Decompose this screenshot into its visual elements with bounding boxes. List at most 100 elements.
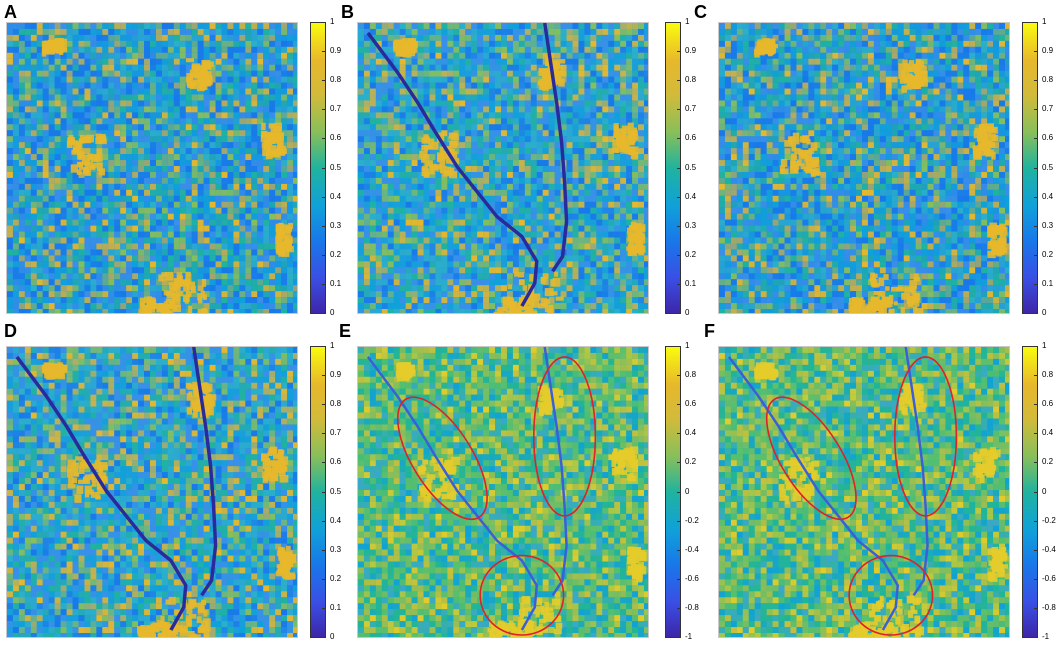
colorbar-tick-label: 0.8 xyxy=(330,399,342,409)
colorbar-tick-label: 0.3 xyxy=(330,544,342,554)
panel-label: C xyxy=(694,2,707,22)
colorbar-tick-mark xyxy=(1034,491,1037,493)
colorbar-tick-mark xyxy=(1034,520,1037,522)
map-image xyxy=(6,22,298,314)
colorbar-tick-label: -1 xyxy=(685,632,693,641)
colorbar-tick-mark xyxy=(1034,462,1037,464)
raster-map xyxy=(719,347,1009,637)
colorbar-tick-label: 0.9 xyxy=(330,46,342,56)
colorbar-tick-mark xyxy=(677,109,680,111)
colorbar-tick-mark xyxy=(677,22,680,23)
colorbar-tick-label: 0 xyxy=(330,308,335,317)
colorbar-tick-mark xyxy=(1034,637,1037,638)
colorbar-tick-mark xyxy=(322,404,325,406)
colorbar-tick-label: -0.2 xyxy=(1042,515,1056,525)
panel-a: A 1 0.9 0.8 0.7 0.6 0.5 0.4 0.3 0.2 0.1 0 xyxy=(0,0,353,324)
colorbar-tick-label: 0.6 xyxy=(330,133,342,143)
colorbar-tick-mark xyxy=(322,549,325,551)
colorbar-tick-mark xyxy=(677,520,680,522)
colorbar-tick-mark xyxy=(1034,375,1037,377)
panel-label: D xyxy=(4,321,17,341)
colorbar-tick-mark xyxy=(1034,109,1037,111)
colorbar-tick-label: 0 xyxy=(330,632,335,641)
raster-map xyxy=(7,347,297,637)
colorbar-tick-mark xyxy=(322,607,325,609)
colorbar-tick-label: 0.4 xyxy=(330,191,342,201)
colorbar-tick-mark xyxy=(322,375,325,377)
colorbar-tick-mark xyxy=(677,225,680,227)
colorbar-tick-label: 0.4 xyxy=(685,428,697,438)
colorbar-tick-label: -0.6 xyxy=(1042,573,1056,583)
colorbar-tick-label: 0.4 xyxy=(685,191,697,201)
colorbar-tick-label: -0.4 xyxy=(685,544,699,554)
colorbar-tick-label: 0.7 xyxy=(330,104,342,114)
colorbar-tick-label: 0.8 xyxy=(1042,370,1054,380)
colorbar-tick-mark xyxy=(677,80,680,82)
colorbar-tick-label: 0.5 xyxy=(1042,162,1054,172)
colorbar-tick-mark xyxy=(1034,404,1037,406)
colorbar-tick-mark xyxy=(322,22,325,23)
colorbar-tick-label: 0.6 xyxy=(330,457,342,467)
map-image xyxy=(6,346,298,638)
map-image xyxy=(357,22,649,314)
colorbar-tick-mark xyxy=(677,491,680,493)
colorbar-tick-label: 0.5 xyxy=(330,486,342,496)
colorbar-tick-label: 0.1 xyxy=(330,278,342,288)
colorbar-tick-label: 0.1 xyxy=(330,602,342,612)
colorbar-tick-mark xyxy=(1034,313,1037,314)
colorbar-tick-mark xyxy=(1034,138,1037,140)
raster-map xyxy=(719,23,1009,313)
colorbar-tick-mark xyxy=(677,549,680,551)
colorbar-tick-label: 0.6 xyxy=(1042,133,1054,143)
colorbar-tick-label: 0.6 xyxy=(685,133,697,143)
colorbar-tick-mark xyxy=(677,462,680,464)
colorbar-tick-mark xyxy=(677,433,680,435)
colorbar-tick-label: 0.1 xyxy=(1042,278,1054,288)
colorbar-tick-label: 1 xyxy=(330,341,335,350)
colorbar-tick-mark xyxy=(322,138,325,140)
colorbar xyxy=(1022,346,1038,638)
colorbar-tick-label: 0.8 xyxy=(685,370,697,380)
colorbar xyxy=(665,22,681,314)
colorbar-tick-mark xyxy=(1034,283,1037,285)
colorbar-tick-mark xyxy=(1034,433,1037,435)
colorbar-tick-mark xyxy=(1034,80,1037,82)
raster-map xyxy=(358,347,648,637)
panel-c: C 1 0.9 0.8 0.7 0.6 0.5 0.4 0.3 0.2 0.1 0 xyxy=(694,0,1059,324)
panel-label: F xyxy=(704,321,715,341)
colorbar-tick-label: 0.1 xyxy=(685,278,697,288)
colorbar-tick-label: 0.8 xyxy=(685,75,697,85)
colorbar-tick-mark xyxy=(677,313,680,314)
colorbar-tick-mark xyxy=(322,167,325,169)
colorbar-tick-label: 0.6 xyxy=(685,399,697,409)
colorbar-tick-mark xyxy=(1034,167,1037,169)
colorbar-tick-label: 0.6 xyxy=(1042,399,1054,409)
colorbar-tick-mark xyxy=(677,346,680,347)
panel-label: A xyxy=(4,2,17,22)
colorbar-tick-mark xyxy=(322,196,325,198)
colorbar-tick-label: 1 xyxy=(1042,341,1047,350)
colorbar-tick-label: 0.2 xyxy=(1042,457,1054,467)
colorbar-tick-mark xyxy=(322,578,325,580)
colorbar-tick-label: 0 xyxy=(1042,486,1047,496)
colorbar-tick-label: 0.8 xyxy=(330,75,342,85)
colorbar-tick-mark xyxy=(1034,607,1037,609)
colorbar-tick-label: 0.9 xyxy=(1042,46,1054,56)
colorbar-tick-mark xyxy=(1034,196,1037,198)
colorbar-tick-mark xyxy=(1034,346,1037,347)
colorbar-tick-mark xyxy=(1034,578,1037,580)
colorbar-tick-label: 0.5 xyxy=(685,162,697,172)
colorbar-tick-mark xyxy=(322,283,325,285)
colorbar-tick-label: 1 xyxy=(1042,17,1047,26)
colorbar-tick-mark xyxy=(677,254,680,256)
colorbar xyxy=(310,22,326,314)
colorbar-tick-label: 0.3 xyxy=(330,220,342,230)
colorbar-tick-mark xyxy=(677,375,680,377)
colorbar-tick-mark xyxy=(1034,549,1037,551)
colorbar-tick-label: 0.4 xyxy=(1042,428,1054,438)
colorbar-tick-mark xyxy=(322,346,325,347)
colorbar-tick-mark xyxy=(322,313,325,314)
colorbar-tick-mark xyxy=(677,404,680,406)
colorbar-tick-mark xyxy=(322,462,325,464)
colorbar xyxy=(1022,22,1038,314)
